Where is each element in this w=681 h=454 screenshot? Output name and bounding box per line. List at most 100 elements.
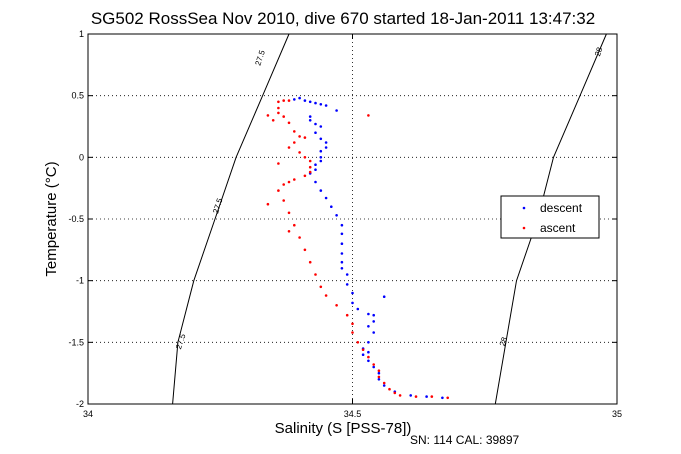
descent-point [340,252,344,255]
ascent-point [303,136,307,139]
descent-point [351,291,354,295]
ascent-point [361,348,365,352]
descent-point [356,307,360,311]
x-axis-label: Salinity (S [PSS-78]) [275,420,412,437]
ascent-point [287,99,291,102]
ascent-point [277,106,280,110]
ascent-point [287,121,291,125]
ascent-point [351,331,354,334]
ascent-point [277,111,280,115]
descent-point [314,131,317,134]
descent-point [324,196,328,200]
ascent-point [287,146,291,149]
descent-point [308,115,312,118]
legend: descent ascent [500,195,600,239]
descent-point [367,341,370,344]
contour-label: 28 [498,335,509,347]
ascent-point [277,189,280,192]
legend-marker-descent [522,206,526,210]
ascent-point [393,391,397,395]
ascent-point [319,285,323,289]
ascent-point [446,396,450,400]
descent-point [340,232,344,236]
legend-box [500,195,600,239]
ascent-point [351,322,354,326]
ascent-point [303,156,307,159]
x-tick-label: 34 [83,409,93,419]
y-tick-label: -2 [76,399,84,409]
ascent-point [377,369,381,373]
descent-point [425,395,428,398]
y-tick-label: -0.5 [68,214,84,224]
ascent-point [266,114,270,117]
descent-point [319,156,323,159]
chart-title: SG502 RossSea Nov 2010, dive 670 started… [91,9,595,28]
descent-point [367,325,370,328]
descent-point [441,396,444,400]
ascent-point [293,178,296,181]
ascent-point [324,294,328,297]
ascent-point [293,223,296,227]
descent-point [382,295,386,299]
ascent-point [298,236,301,239]
descent-point [314,168,317,171]
ascent-point [282,183,286,186]
ascent-point [303,174,307,178]
ascent-point [308,159,312,163]
descent-point [319,189,323,192]
descent-point [335,109,338,112]
descent-point [361,353,365,357]
y-tick-label: -1 [76,276,84,286]
axis-ticks: 34 34.5 35 -2 -1.5 -1 -0.5 0 0.5 1 [68,29,622,419]
ascent-point [282,99,286,102]
ascent-point [308,170,312,174]
ascent-point [367,114,370,117]
descent-point [293,98,296,101]
descent-point [335,214,338,217]
ascent-point [266,202,270,206]
descent-point [372,320,376,323]
ascent-point [308,165,312,169]
ascent-point [293,141,296,144]
descent-point [314,180,317,184]
ascent-point [372,363,376,366]
descent-point [298,96,301,100]
ascent-point [367,355,370,359]
descent-point [314,101,317,105]
legend-label-descent: descent [540,201,583,215]
ascent-point [298,135,301,138]
legend-marker-ascent [522,226,526,230]
ascent-point [388,387,391,391]
descent-point [372,313,376,317]
descent-point [372,331,376,334]
descent-point [308,100,312,104]
ascent-point [287,230,291,233]
x-tick-label: 35 [612,409,622,419]
descent-point [314,122,317,126]
ascent-point [282,115,286,118]
ascent-point [398,394,402,397]
descent-point [324,141,328,144]
descent-point [303,99,307,102]
grid-lines [88,34,617,404]
ascent-point [414,395,418,398]
y-tick-label: 0.5 [71,91,84,101]
ascent-point [298,151,301,154]
ascent-point [271,119,275,122]
legend-label-ascent: ascent [540,221,576,235]
serial-calibration-footer: SN: 114 CAL: 39897 [410,433,520,447]
ascent-point [293,130,296,133]
descent-point [345,283,349,286]
ascent-point [314,273,317,276]
ascent-point [287,211,291,215]
ascent-point [377,375,381,379]
descent-point [340,260,344,264]
descent-point [372,365,376,369]
descent-point [319,125,323,128]
descent-point [409,394,413,397]
ascent-point [303,248,307,252]
descent-point [367,312,370,316]
y-tick-label: 1 [79,29,84,39]
descent-point [351,301,354,305]
